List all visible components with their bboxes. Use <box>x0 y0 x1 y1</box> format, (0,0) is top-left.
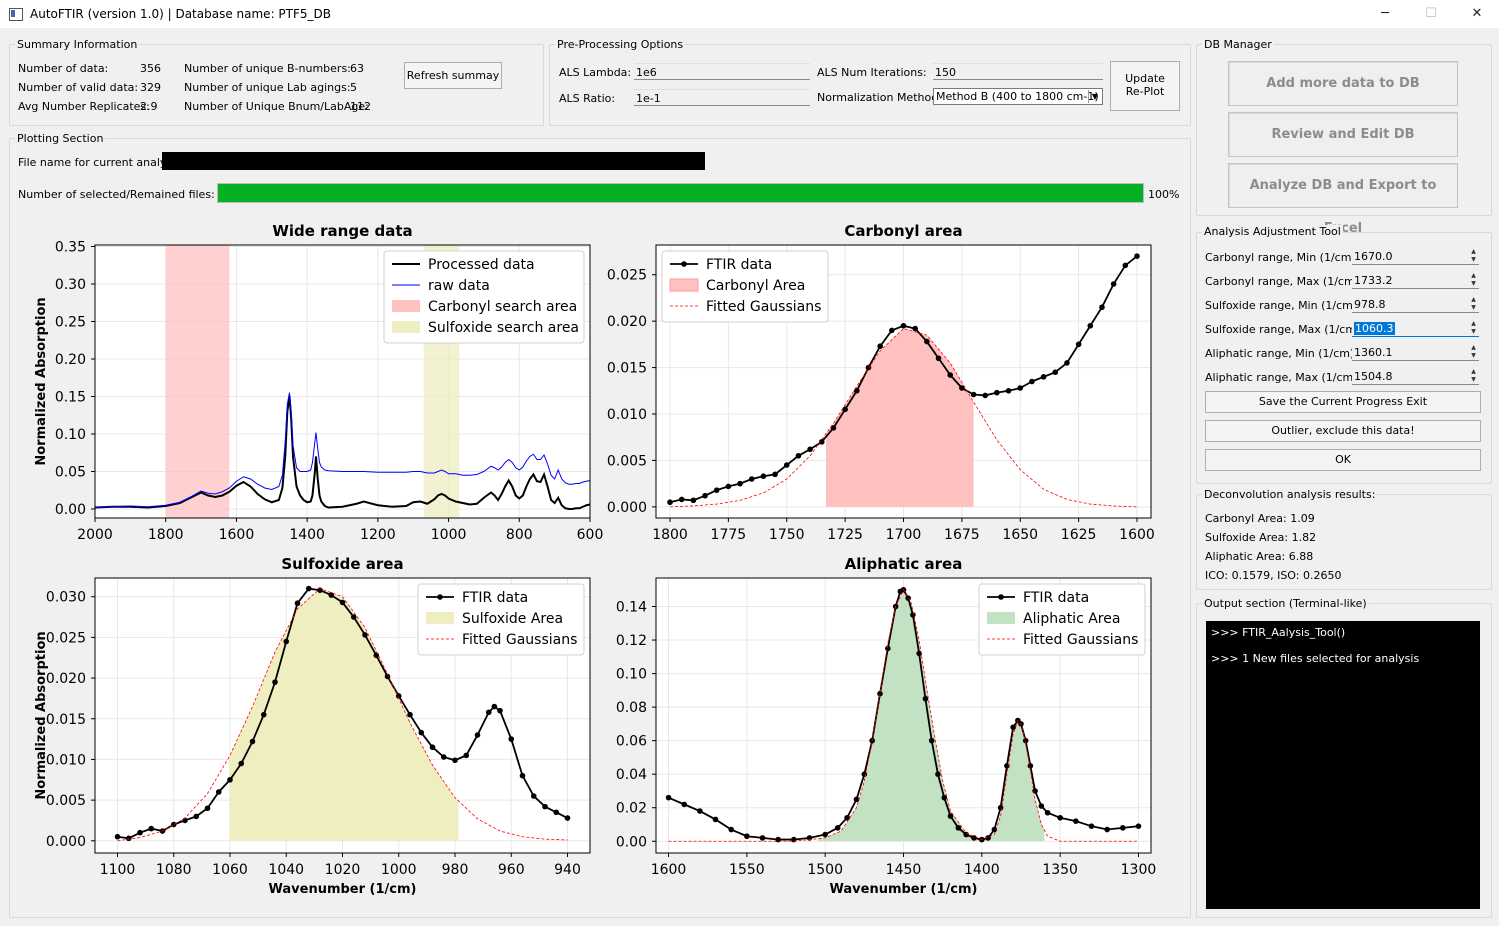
db-manager-group <box>1196 44 1492 216</box>
preprocessing-title: Pre-Processing Options <box>555 38 686 51</box>
outlier-button[interactable]: Outlier, exclude this data! <box>1205 420 1481 442</box>
file-name-label: File name for current analysis <box>18 156 181 169</box>
update-label: Update <box>1125 72 1165 85</box>
summary-label: Number of valid data: <box>18 81 139 94</box>
summary-value: 63 <box>350 62 364 75</box>
deconvolution-title: Deconvolution analysis results: <box>1202 488 1378 501</box>
spin-arrows-icon[interactable]: ▲ ▼ <box>1471 248 1476 263</box>
spin-arrows-icon[interactable]: ▲ ▼ <box>1471 320 1476 335</box>
als-lambda-label: ALS Lambda: <box>559 66 632 79</box>
replot-label: Re-Plot <box>1125 85 1165 98</box>
output-terminal[interactable]: >>> FTIR_Aalysis_Tool() >>> 1 New files … <box>1206 621 1480 909</box>
spin-arrows-icon[interactable]: ▲ ▼ <box>1471 368 1476 383</box>
als-iterations-label: ALS Num Iterations: <box>817 66 927 79</box>
progress-bar <box>217 183 1144 203</box>
terminal-line: >>> FTIR_Aalysis_Tool() <box>1211 626 1346 639</box>
close-button[interactable]: ✕ <box>1471 6 1483 21</box>
app-icon <box>9 8 23 21</box>
progress-label: Number of selected/Remained files: 1, 1 <box>18 188 240 201</box>
normalization-value: Method B (400 to 1800 cm-1) <box>936 90 1099 103</box>
terminal-line: >>> 1 New files selected for analysis <box>1211 652 1420 665</box>
adjust-value: 1360.1 <box>1354 346 1393 359</box>
db-manager-title: DB Manager <box>1202 38 1274 51</box>
adjust-spinbox[interactable]: 1733.2 ▲ ▼ <box>1352 272 1479 289</box>
output-title: Output section (Terminal-like) <box>1202 597 1369 610</box>
analyze-export-button[interactable]: Analyze DB and Export to Excel <box>1228 163 1458 236</box>
normalization-select[interactable]: Method B (400 to 1800 cm-1) ▼ <box>933 88 1103 105</box>
als-lambda-input[interactable]: 1e6 <box>634 63 810 80</box>
summary-value: 5 <box>350 81 357 94</box>
summary-label: Number of Unique Bnum/LabAge: <box>184 100 369 113</box>
adjust-spinbox[interactable]: 1670.0 ▲ ▼ <box>1352 248 1479 265</box>
adjust-label: Aliphatic range, Min (1/cm): <box>1205 347 1358 360</box>
spin-arrows-icon[interactable]: ▲ ▼ <box>1471 272 1476 287</box>
carbonyl-area-result: Carbonyl Area: 1.09 <box>1205 512 1315 525</box>
adjust-label: Carbonyl range, Min (1/cm): <box>1205 251 1360 264</box>
summary-title: Summary Information <box>15 38 140 51</box>
progress-percent: 100% <box>1148 188 1180 201</box>
als-ratio-label: ALS Ratio: <box>559 92 616 105</box>
adjust-value: 1504.8 <box>1354 370 1393 383</box>
summary-value: 2.9 <box>140 100 158 113</box>
preprocessing-group <box>549 44 1191 126</box>
ok-button[interactable]: OK <box>1205 449 1481 471</box>
adjustment-group <box>1196 232 1492 484</box>
plotting-title: Plotting Section <box>15 132 106 145</box>
adjust-spinbox[interactable]: 1360.1 ▲ ▼ <box>1352 344 1479 361</box>
adjust-label: Sulfoxide range, Max (1/cm): <box>1205 323 1365 336</box>
save-exit-button[interactable]: Save the Current Progress Exit <box>1205 391 1481 413</box>
progress-fill <box>218 184 1143 202</box>
als-iterations-input[interactable]: 150 <box>933 63 1103 80</box>
adjust-value: 1733.2 <box>1354 274 1393 287</box>
ico-iso-result: ICO: 0.1579, ISO: 0.2650 <box>1205 569 1342 582</box>
als-ratio-input[interactable]: 1e-1 <box>634 89 810 106</box>
review-db-button[interactable]: Review and Edit DB <box>1228 112 1458 157</box>
adjust-value: 1670.0 <box>1354 250 1393 263</box>
summary-label: Number of data: <box>18 62 109 75</box>
summary-value: 329 <box>140 81 161 94</box>
spin-arrows-icon[interactable]: ▲ ▼ <box>1471 296 1476 311</box>
adjust-value: 978.8 <box>1354 298 1386 311</box>
adjust-label: Aliphatic range, Max (1/cm): <box>1205 371 1362 384</box>
adjust-spinbox[interactable]: 1504.8 ▲ ▼ <box>1352 368 1479 385</box>
summary-label: Avg Number Replicates: <box>18 100 150 113</box>
maximize-button[interactable]: ☐ <box>1425 6 1437 21</box>
adjust-label: Carbonyl range, Max (1/cm): <box>1205 275 1363 288</box>
refresh-summary-button[interactable]: Refresh summay <box>404 62 502 89</box>
adjust-spinbox[interactable]: 1060.3 ▲ ▼ <box>1352 320 1479 337</box>
normalization-label: Normalization Method: <box>817 91 942 104</box>
spin-arrows-icon[interactable]: ▲ ▼ <box>1471 344 1476 359</box>
window-title: AutoFTIR (version 1.0) | Database name: … <box>30 7 331 21</box>
adjustment-title: Analysis Adjustment Tool <box>1202 225 1343 238</box>
add-data-button[interactable]: Add more data to DB <box>1228 61 1458 106</box>
chevron-down-icon: ▼ <box>1088 90 1101 103</box>
aliphatic-area-result: Aliphatic Area: 6.88 <box>1205 550 1314 563</box>
adjust-spinbox[interactable]: 978.8 ▲ ▼ <box>1352 296 1479 313</box>
summary-label: Number of unique B-numbers: <box>184 62 351 75</box>
summary-value: 356 <box>140 62 161 75</box>
adjust-value: 1060.3 <box>1354 322 1395 335</box>
update-replot-button[interactable]: Update Re-Plot <box>1110 61 1180 111</box>
title-bar: AutoFTIR (version 1.0) | Database name: … <box>0 0 1499 28</box>
adjust-label: Sulfoxide range, Min (1/cm): <box>1205 299 1361 312</box>
summary-group <box>9 44 544 126</box>
summary-label: Number of unique Lab agings: <box>184 81 351 94</box>
sulfoxide-area-result: Sulfoxide Area: 1.82 <box>1205 531 1317 544</box>
summary-value: 112 <box>350 100 371 113</box>
minimize-button[interactable]: ─ <box>1381 6 1389 21</box>
file-name-display <box>162 152 705 170</box>
plotting-group <box>9 138 1191 918</box>
